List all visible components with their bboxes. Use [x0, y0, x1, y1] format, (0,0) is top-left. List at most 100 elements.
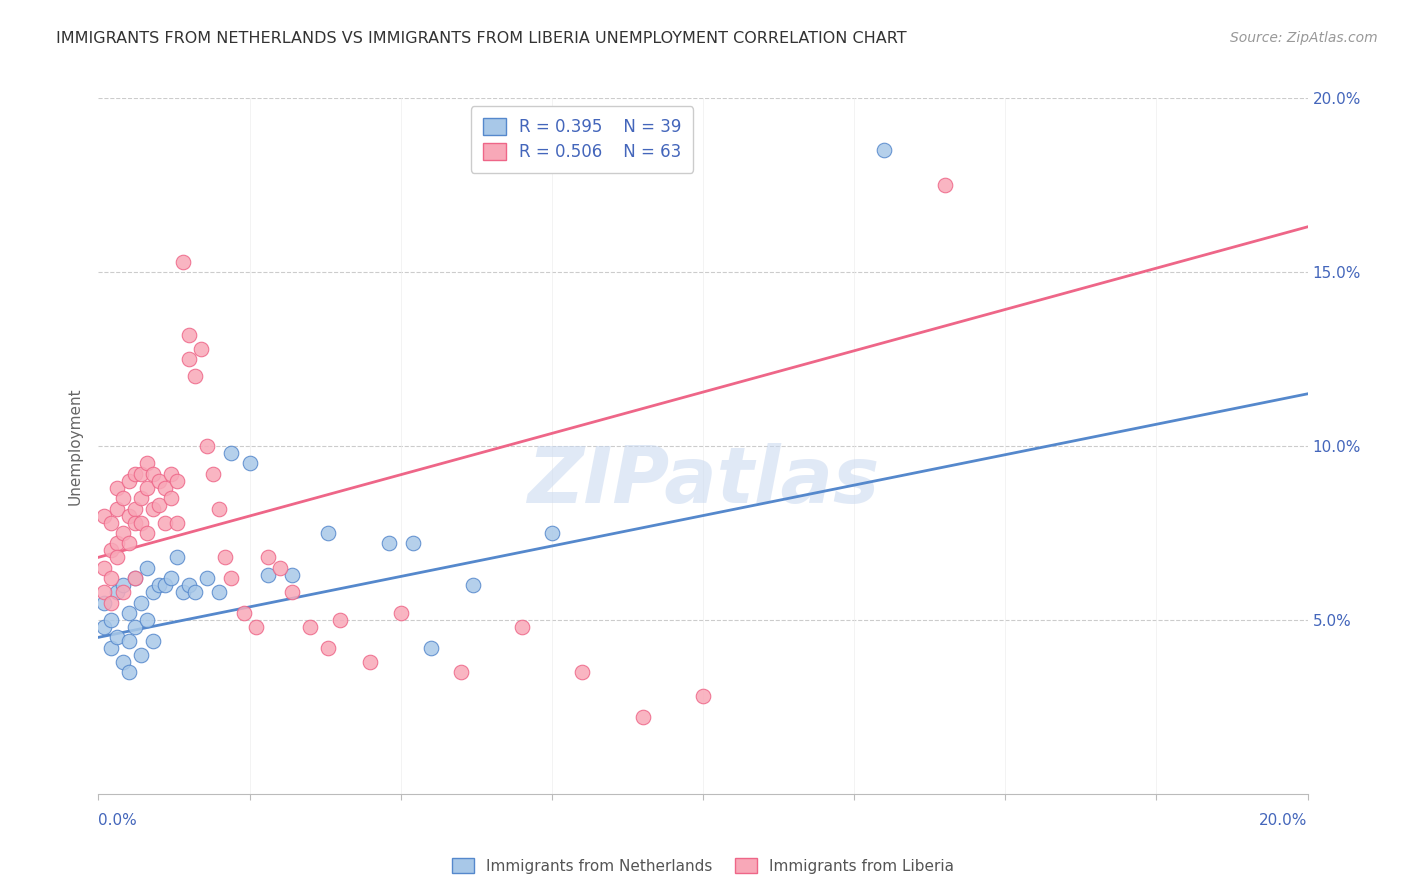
Point [256, 550, 278, 565]
Point [463, 578, 485, 592]
Point [299, 620, 322, 634]
Point [124, 620, 146, 634]
Point [142, 501, 165, 516]
Point [166, 516, 188, 530]
Point [329, 613, 352, 627]
Point [100, 571, 122, 585]
Text: Source: ZipAtlas.com: Source: ZipAtlas.com [1230, 31, 1378, 45]
Point [93, 620, 115, 634]
Point [118, 633, 141, 648]
Point [166, 474, 188, 488]
Point [232, 606, 254, 620]
Point [124, 571, 146, 585]
Point [166, 550, 188, 565]
Point [142, 467, 165, 481]
Point [100, 613, 122, 627]
Point [124, 467, 146, 481]
Text: 0.0%: 0.0% [98, 814, 138, 829]
Point [281, 585, 304, 599]
Point [93, 596, 115, 610]
Point [631, 710, 654, 724]
Point [129, 516, 152, 530]
Point [360, 655, 382, 669]
Point [208, 585, 231, 599]
Point [100, 596, 122, 610]
Point [100, 543, 122, 558]
Point [179, 327, 201, 342]
Point [281, 567, 304, 582]
Point [135, 481, 157, 495]
Point [118, 536, 141, 550]
Point [160, 571, 183, 585]
Point [129, 491, 152, 505]
Point [124, 516, 146, 530]
Point [316, 640, 339, 655]
Point [540, 525, 562, 540]
Point [389, 606, 412, 620]
Point [111, 585, 134, 599]
Point [184, 585, 207, 599]
Point [118, 606, 141, 620]
Point [450, 665, 472, 680]
Point [160, 491, 183, 505]
Legend: R = 0.395    N = 39, R = 0.506    N = 63: R = 0.395 N = 39, R = 0.506 N = 63 [471, 106, 693, 173]
Point [135, 525, 157, 540]
Point [377, 536, 399, 550]
Point [208, 501, 231, 516]
Point [129, 596, 152, 610]
Point [153, 578, 176, 592]
Point [934, 178, 956, 193]
Point [118, 474, 141, 488]
Point [179, 351, 201, 366]
Point [153, 516, 176, 530]
Point [153, 481, 176, 495]
Point [420, 640, 443, 655]
Point [124, 501, 146, 516]
Point [402, 536, 425, 550]
Point [129, 467, 152, 481]
Point [111, 491, 134, 505]
Point [256, 567, 278, 582]
Point [510, 620, 533, 634]
Point [172, 254, 194, 268]
Point [148, 498, 170, 512]
Point [239, 456, 262, 471]
Point [316, 525, 339, 540]
Point [135, 456, 157, 471]
Point [142, 585, 165, 599]
Point [105, 585, 128, 599]
Point [160, 467, 183, 481]
Y-axis label: Unemployment: Unemployment [67, 387, 83, 505]
Point [179, 578, 201, 592]
Text: 20.0%: 20.0% [1260, 814, 1308, 829]
Point [190, 342, 212, 356]
Point [100, 516, 122, 530]
Point [148, 578, 170, 592]
Point [105, 550, 128, 565]
Text: ZIPatlas: ZIPatlas [527, 442, 879, 519]
Point [105, 501, 128, 516]
Point [93, 585, 115, 599]
Point [195, 571, 218, 585]
Point [269, 561, 291, 575]
Point [111, 655, 134, 669]
Point [195, 439, 218, 453]
Point [184, 369, 207, 384]
Point [118, 508, 141, 523]
Point [221, 446, 243, 460]
Point [245, 620, 267, 634]
Point [873, 143, 896, 157]
Point [172, 585, 194, 599]
Point [571, 665, 593, 680]
Point [214, 550, 236, 565]
Point [93, 561, 115, 575]
Legend: Immigrants from Netherlands, Immigrants from Liberia: Immigrants from Netherlands, Immigrants … [446, 852, 960, 880]
Point [202, 467, 225, 481]
Point [105, 536, 128, 550]
Point [105, 481, 128, 495]
Point [111, 525, 134, 540]
Point [148, 474, 170, 488]
Point [124, 571, 146, 585]
Point [111, 578, 134, 592]
Point [100, 640, 122, 655]
